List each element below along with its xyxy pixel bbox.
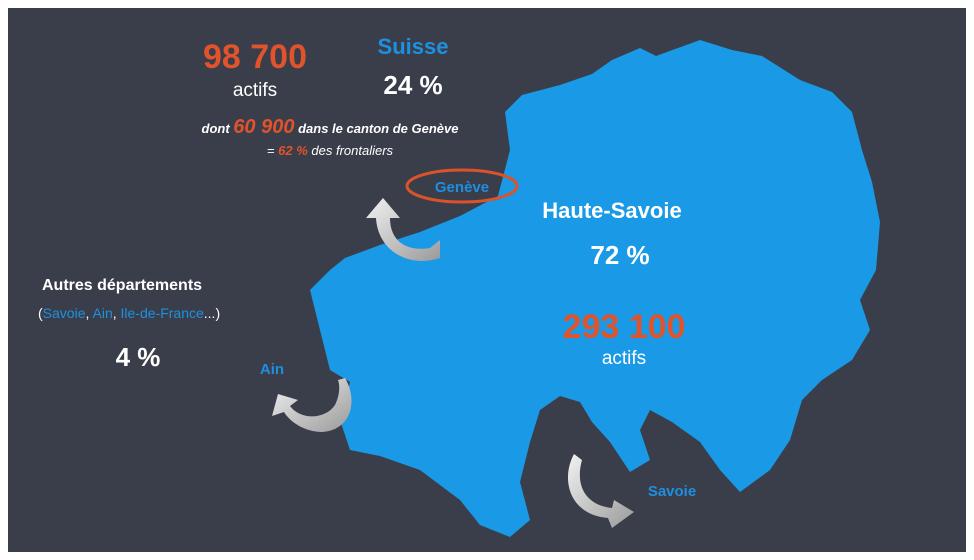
ratio: = 62 % des frontaliers xyxy=(267,143,394,158)
suisse-label: Suisse xyxy=(378,34,449,59)
haute-savoie-share: 72 % xyxy=(590,240,649,270)
suisse-count-unit: actifs xyxy=(233,80,277,101)
ratio-suffix: des frontaliers xyxy=(311,143,393,158)
detail-prefix: dont xyxy=(202,121,231,136)
suisse-count: 98 700 xyxy=(203,38,307,76)
arrow-geneve xyxy=(366,198,440,261)
separator: , xyxy=(85,305,92,321)
ratio-share: 62 % xyxy=(278,143,308,158)
example: Ain xyxy=(93,305,113,321)
example: Ile-de-France xyxy=(121,305,204,321)
place-ain: Ain xyxy=(260,361,284,378)
haute-savoie-count: 293 100 xyxy=(563,308,686,346)
place-savoie: Savoie xyxy=(648,483,696,500)
ratio-prefix: = xyxy=(267,143,275,158)
haute-savoie-map xyxy=(310,40,880,537)
autres-label: Autres départements xyxy=(42,277,202,294)
arrow-savoie xyxy=(567,454,634,528)
haute-savoie-count-unit: actifs xyxy=(602,348,646,369)
close: ...) xyxy=(204,305,220,321)
open: ( xyxy=(38,305,43,321)
example: Savoie xyxy=(43,305,86,321)
arrow-ain xyxy=(272,378,352,432)
autres-examples: (Savoie, Ain, Ile-de-France...) xyxy=(38,305,220,321)
geneve-highlight xyxy=(405,168,519,204)
detail-suffix: dans le canton de Genève xyxy=(298,121,458,136)
haute-savoie-label: Haute-Savoie xyxy=(542,198,681,223)
place-geneve: Genève xyxy=(435,179,489,196)
autres-share: 4 % xyxy=(116,342,161,372)
suisse-share: 24 % xyxy=(383,70,442,100)
detail-count: 60 900 xyxy=(233,116,294,138)
separator: , xyxy=(113,305,121,321)
geneve-detail: dont 60 900 dans le canton de Genève xyxy=(202,116,459,138)
